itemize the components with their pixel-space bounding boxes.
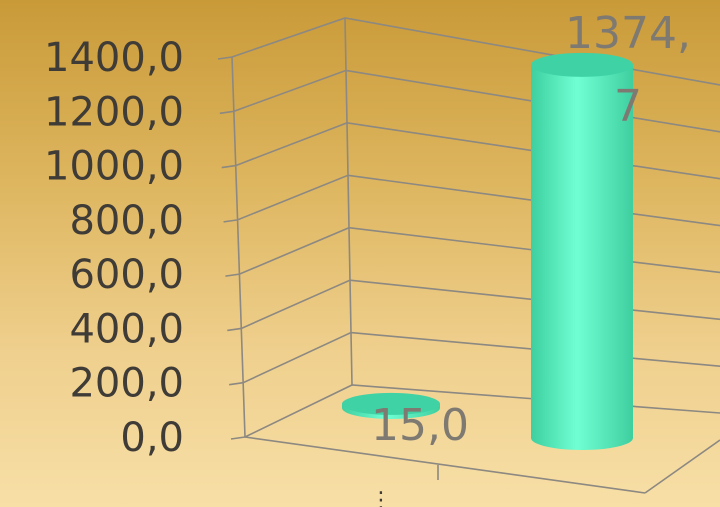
floor-right-edge xyxy=(644,439,720,494)
bar xyxy=(531,64,633,451)
back-wall-edge xyxy=(344,17,353,386)
gridline xyxy=(230,384,720,440)
data-label: 1374, xyxy=(565,8,691,59)
data-label: 7 xyxy=(614,81,642,132)
gridline xyxy=(221,122,720,180)
y-tick-label: 1200,0 xyxy=(44,89,184,135)
y-tick-label: 800,0 xyxy=(69,198,184,244)
gridline xyxy=(219,69,720,133)
y-tick-label: 400,0 xyxy=(69,306,184,352)
y-tick-label: 0,0 xyxy=(120,415,184,461)
y-axis-tick-labels: 0,0 200,0 400,0 600,0 800,0 1000,0 1200,0 1400,… xyxy=(44,35,184,461)
data-labels: 15,0 1374, 7 xyxy=(371,8,691,451)
y-tick-label: 600,0 xyxy=(69,252,184,298)
gridline xyxy=(217,17,720,86)
bars xyxy=(342,52,633,451)
y-tick-label: 200,0 xyxy=(69,361,184,407)
gridline xyxy=(229,331,720,386)
gridline xyxy=(223,174,720,227)
gridlines xyxy=(217,17,720,494)
y-axis-line xyxy=(231,56,246,438)
data-label: 15,0 xyxy=(371,400,469,451)
bar-top xyxy=(342,392,440,415)
floor-front-edge xyxy=(244,436,646,494)
bar-top xyxy=(531,52,633,77)
x-axis-category-label: ⋮ xyxy=(370,488,392,507)
gridline xyxy=(227,279,720,332)
y-tick-label: 1000,0 xyxy=(44,144,184,190)
gridline xyxy=(225,226,720,277)
y-tick-label: 1400,0 xyxy=(44,35,184,81)
